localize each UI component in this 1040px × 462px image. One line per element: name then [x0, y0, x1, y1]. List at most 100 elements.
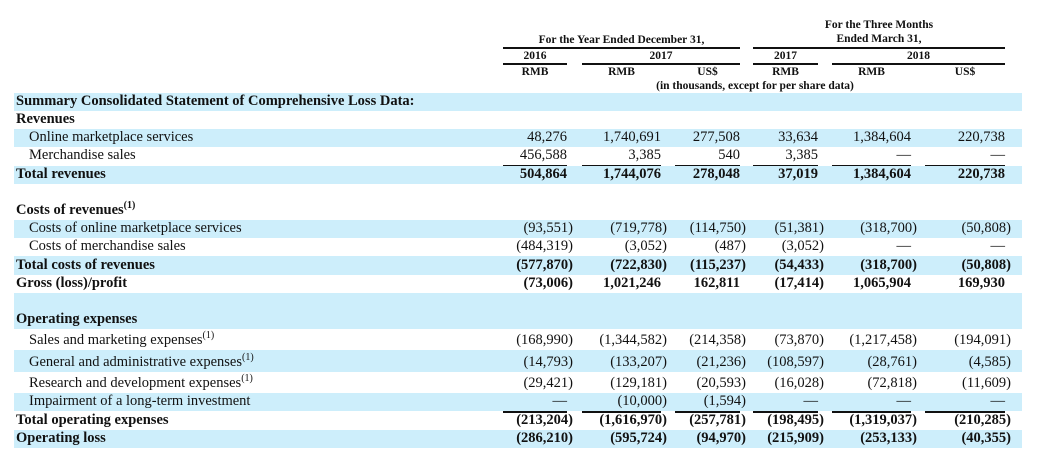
value-cell: 456,588 — [519, 147, 567, 163]
value-cell: 48,276 — [527, 129, 567, 145]
value-cell: — — [990, 147, 1006, 163]
row-label-text: Operating expenses — [16, 311, 138, 327]
row-label: Revenues — [16, 111, 75, 128]
divider — [832, 63, 1005, 65]
value-cell: (3,052) — [781, 238, 824, 254]
value-cell: 1,065,904 — [853, 275, 911, 291]
value-cell: (10,000) — [617, 393, 667, 409]
row-label-text: Total costs of revenues — [16, 257, 155, 273]
row-label-text: Impairment of a long-term investment — [29, 393, 251, 409]
table-row: Costs of merchandise sales (484,319) (3,05… — [14, 238, 1022, 258]
row-label: Gross (loss)/profit — [16, 275, 127, 292]
row-label: Operating expenses — [16, 311, 137, 328]
value-cell: 1,021,246 — [603, 275, 661, 291]
header-quarter-2018: 2018 — [907, 50, 930, 62]
value-cell: (73,870) — [774, 332, 824, 348]
table-row: Research and development expenses(1) (29,… — [14, 372, 1022, 393]
header-currency: US$ — [954, 66, 976, 78]
value-cell: (73,006) — [523, 275, 573, 291]
value-cell: 504,864 — [519, 166, 567, 182]
value-cell: — — [552, 393, 568, 409]
subtotal-underline — [925, 411, 1005, 413]
row-label-text: Costs of online marketplace services — [29, 220, 242, 236]
row-label: Costs of online marketplace services — [29, 220, 242, 237]
value-cell: (213,204) — [516, 412, 573, 428]
table-row: Summary Consolidated Statement of Compre… — [14, 93, 1022, 111]
header-currency: RMB — [858, 66, 885, 78]
table-row: Merchandise sales 456,588 3,385 540 3,385 — — — [14, 147, 1022, 167]
row-label: Costs of merchandise sales — [29, 238, 186, 255]
value-cell: (50,808) — [961, 257, 1011, 273]
value-cell: — — [990, 393, 1006, 409]
divider — [503, 47, 740, 49]
value-cell: (719,778) — [610, 220, 667, 236]
row-label: Research and development expenses(1) — [29, 374, 253, 392]
row-label: Operating loss — [16, 430, 106, 447]
subtotal-underline — [753, 411, 818, 413]
row-label: Summary Consolidated Statement of Compre… — [16, 93, 414, 110]
header-year-group: For the Year Ended December 31, — [538, 34, 705, 46]
table-row: Gross (loss)/profit (73,006) 1,021,246 162,… — [14, 275, 1022, 293]
value-cell: (722,830) — [610, 257, 667, 273]
value-cell: (28,761) — [867, 354, 917, 370]
value-cell: — — [896, 147, 912, 163]
row-label: Total costs of revenues — [16, 257, 155, 274]
value-cell: (115,237) — [690, 257, 746, 273]
value-cell: (108,597) — [767, 354, 824, 370]
row-label-text: Online marketplace services — [29, 129, 194, 145]
value-cell: (215,909) — [767, 430, 824, 446]
table-row: Total operating expenses (213,204) (1,616,… — [14, 411, 1022, 430]
row-label: Total revenues — [16, 166, 106, 183]
row-label-text: Summary Consolidated Statement of Compre… — [16, 93, 415, 109]
table-row: Impairment of a long-term investment — (10… — [14, 393, 1022, 413]
value-cell: — — [896, 238, 912, 254]
divider — [753, 47, 1005, 49]
value-cell: (168,990) — [516, 332, 573, 348]
divider — [753, 63, 818, 65]
footnote-marker: (1) — [242, 352, 254, 363]
value-cell: (20,593) — [696, 375, 746, 391]
table-row: Operating loss (286,210) (595,724) (94,970)… — [14, 430, 1022, 448]
table-row: Costs of revenues(1) — [14, 200, 1022, 220]
subtotal-underline — [582, 411, 661, 413]
value-cell: (54,433) — [774, 257, 824, 273]
value-cell: 220,738 — [957, 129, 1005, 145]
value-cell: (3,052) — [624, 238, 667, 254]
table-row: Operating expenses — [14, 311, 1022, 329]
header-currency: RMB — [521, 66, 549, 78]
footnote-marker: (1) — [123, 200, 136, 211]
subtotal-underline — [675, 411, 740, 413]
value-cell: (214,358) — [689, 332, 746, 348]
value-cell: (577,870) — [516, 257, 573, 273]
value-cell: 1,384,604 — [853, 166, 911, 182]
table-row: Total costs of revenues (577,870) (722,830… — [14, 256, 1022, 275]
header-year-2017: 2017 — [649, 50, 673, 62]
table-row: General and administrative expenses(1) (1… — [14, 350, 1022, 372]
value-cell: (253,133) — [860, 430, 917, 446]
value-cell: 278,048 — [692, 166, 740, 182]
value-cell: (595,724) — [610, 430, 667, 446]
header-quarter-group-line2: Ended March 31, — [836, 33, 922, 45]
row-label-text: Research and development expenses — [29, 375, 242, 391]
row-label: Merchandise sales — [29, 147, 136, 164]
value-cell: (51,381) — [774, 220, 824, 236]
table-row: Revenues — [14, 111, 1022, 129]
value-cell: (487) — [714, 238, 746, 254]
header-currency: RMB — [608, 66, 635, 78]
value-cell: (16,028) — [774, 375, 824, 391]
value-cell: 3,385 — [628, 147, 661, 163]
row-label-text: Costs of revenues — [16, 202, 124, 218]
value-cell: (257,781) — [689, 412, 746, 428]
table-row — [14, 184, 1022, 200]
subtotal-underline — [503, 411, 567, 413]
row-label: Costs of revenues(1) — [16, 200, 136, 219]
value-cell: (40,355) — [961, 430, 1011, 446]
header-currency: US$ — [697, 66, 718, 78]
value-cell: 3,385 — [785, 147, 818, 163]
table-row: Costs of online marketplace services (93,… — [14, 220, 1022, 238]
footnote-marker: (1) — [202, 330, 215, 341]
value-cell: 220,738 — [957, 166, 1005, 182]
row-label-text: Merchandise sales — [29, 147, 136, 163]
header-currency: RMB — [772, 66, 799, 78]
